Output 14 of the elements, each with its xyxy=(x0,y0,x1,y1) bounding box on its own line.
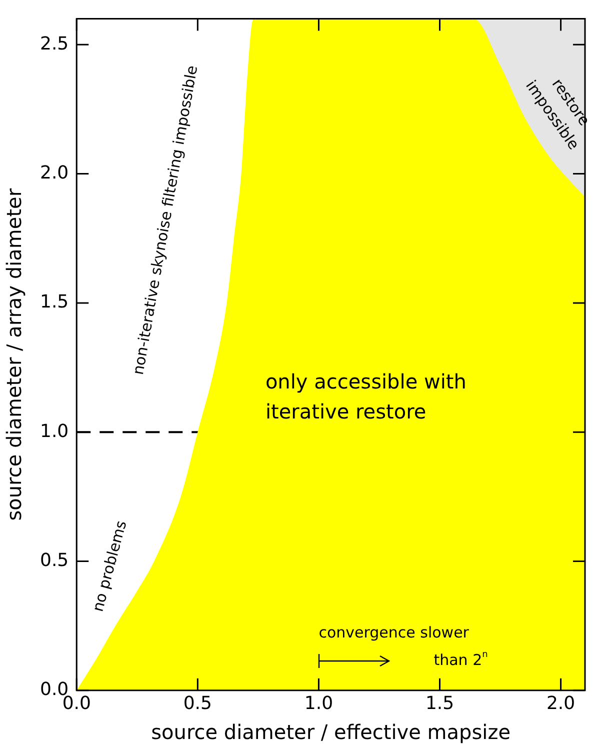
x-axis-title: source diameter / effective mapsize xyxy=(151,720,511,744)
x-tick-label: 1.0 xyxy=(304,692,334,714)
y-tick-label: 2.5 xyxy=(40,33,69,54)
y-tick-label: 2.0 xyxy=(40,162,69,184)
annotation: non-iterative skynoise filtering impossible xyxy=(129,64,202,376)
x-tick-label: 2.0 xyxy=(546,692,576,714)
y-tick-label: 0.5 xyxy=(40,550,69,571)
annotation: only accessible with iterative restore xyxy=(265,370,466,424)
y-tick-label: 1.5 xyxy=(40,292,69,313)
x-tick-label: 0.5 xyxy=(183,692,212,714)
y-tick-label: 1.0 xyxy=(40,420,69,442)
y-axis-title: source diameter / array diameter xyxy=(2,188,26,521)
x-tick-label: 1.5 xyxy=(425,692,454,714)
annotation: no problems xyxy=(88,518,130,614)
